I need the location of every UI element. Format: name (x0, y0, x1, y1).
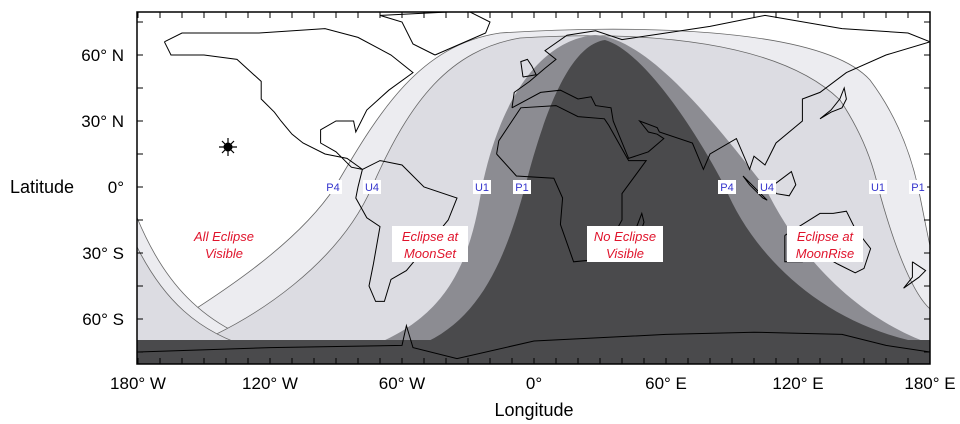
longitude-tick-label: 0° (526, 374, 542, 393)
sun-star-icon (219, 138, 237, 156)
coastline-antarctica-coast (137, 323, 930, 360)
longitude-tick-label: 60° E (645, 374, 687, 393)
svg-text:MoonRise: MoonRise (796, 246, 855, 261)
contact-label-p1: P1 (513, 180, 531, 194)
svg-text:P1: P1 (911, 182, 924, 194)
svg-text:P4: P4 (720, 182, 733, 194)
svg-text:Eclipse at: Eclipse at (402, 229, 460, 244)
longitude-tick-label: 60° W (379, 374, 425, 393)
contact-label-u4: U4 (758, 180, 776, 194)
longitude-tick-label: 120° W (242, 374, 298, 393)
region-labels: All Eclipse Visible Eclipse at MoonSet No Ec… (193, 226, 863, 262)
coastline-eurasia (511, 14, 930, 171)
coastline-japan (819, 86, 847, 120)
svg-text:U1: U1 (871, 182, 885, 194)
contact-label-p4: P4 (324, 180, 342, 194)
contact-label-u1: U1 (473, 180, 491, 194)
latitude-tick-label: 30° N (81, 112, 124, 131)
frame-ticks (137, 12, 931, 364)
latitude-tick-label: 60° S (82, 310, 124, 329)
coastline-new-zealand (903, 261, 927, 289)
svg-text:U4: U4 (760, 182, 774, 194)
svg-text:Visible: Visible (606, 246, 644, 261)
svg-text:P1: P1 (515, 182, 528, 194)
svg-text:MoonSet: MoonSet (404, 246, 457, 261)
map-area (137, 12, 930, 364)
no-eclipse-zone (420, 40, 930, 364)
longitude-tick-label: 180° W (110, 374, 166, 393)
contact-label-u4: U4 (363, 180, 381, 194)
latitude-tick-label: 0° (108, 178, 124, 197)
y-axis-title: Latitude (10, 177, 74, 197)
svg-text:Eclipse at: Eclipse at (797, 229, 855, 244)
svg-text:Visible: Visible (205, 246, 243, 261)
x-axis-title: Longitude (494, 400, 573, 420)
region-label: All Eclipse Visible (193, 229, 254, 261)
contact-label-p1: P1 (909, 180, 927, 194)
region-label: Eclipse at MoonRise (787, 226, 863, 262)
contact-labels: P4 U4 U1 P1 P4 U4 U1 P1 (324, 180, 927, 194)
contact-label-u1: U1 (869, 180, 887, 194)
longitude-tick-label: 180° E (904, 374, 955, 393)
coastline-africa (496, 105, 648, 263)
svg-text:U4: U4 (365, 182, 379, 194)
coastline-north-america (163, 28, 414, 170)
longitude-tick-label: 120° E (772, 374, 823, 393)
coastline-south-america (355, 160, 458, 302)
svg-text:U1: U1 (475, 182, 489, 194)
region-label: Eclipse at MoonSet (392, 226, 468, 262)
longitude-tick-labels: 180° W 120° W 60° W 0° 60° E 120° E 180° E (110, 374, 956, 393)
svg-text:All Eclipse: All Eclipse (193, 229, 254, 244)
coastline-great-britain (520, 58, 537, 78)
latitude-tick-labels: 60° N 30° N 0° 30° S 60° S (81, 46, 124, 329)
contact-label-p4: P4 (718, 180, 736, 194)
region-label: No Eclipse Visible (587, 226, 663, 262)
latitude-tick-label: 30° S (82, 244, 124, 263)
svg-text:P4: P4 (326, 182, 339, 194)
latitude-tick-label: 60° N (81, 46, 124, 65)
svg-text:No Eclipse: No Eclipse (594, 229, 656, 244)
